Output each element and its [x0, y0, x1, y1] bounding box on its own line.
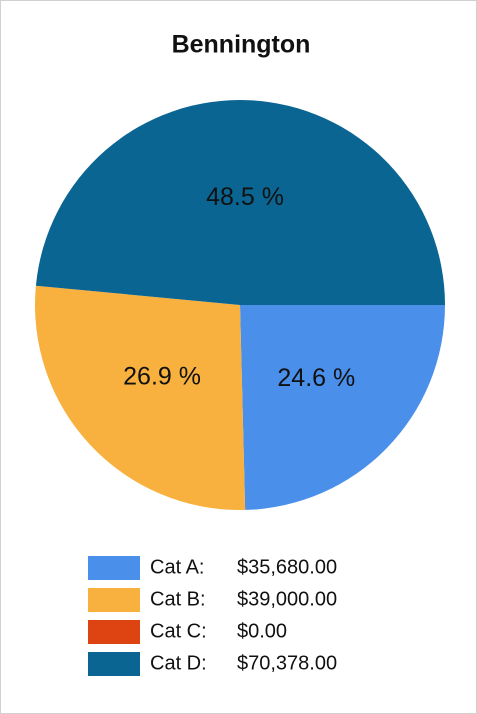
pie-slice [35, 99, 446, 305]
legend-label: Cat A: [150, 556, 204, 578]
slice-label: 24.6 % [277, 364, 355, 392]
legend-amount: $35,680.00 [237, 556, 337, 578]
legend-swatch [88, 620, 140, 644]
slice-label: 26.9 % [123, 362, 201, 390]
legend-swatch [88, 556, 140, 580]
slice-label: 48.5 % [206, 183, 284, 211]
legend-label: Cat B: [150, 588, 206, 610]
legend-swatch [88, 652, 140, 676]
legend-amount: $0.00 [237, 620, 287, 642]
pie-slice [240, 305, 445, 510]
legend-amount: $39,000.00 [237, 588, 337, 610]
legend-swatch [88, 588, 140, 612]
pie-slice [34, 285, 246, 511]
legend-label: Cat D: [150, 652, 207, 674]
legend-amount: $70,378.00 [237, 652, 337, 674]
chart-title: Bennington [172, 31, 311, 59]
legend-label: Cat C: [150, 620, 207, 642]
